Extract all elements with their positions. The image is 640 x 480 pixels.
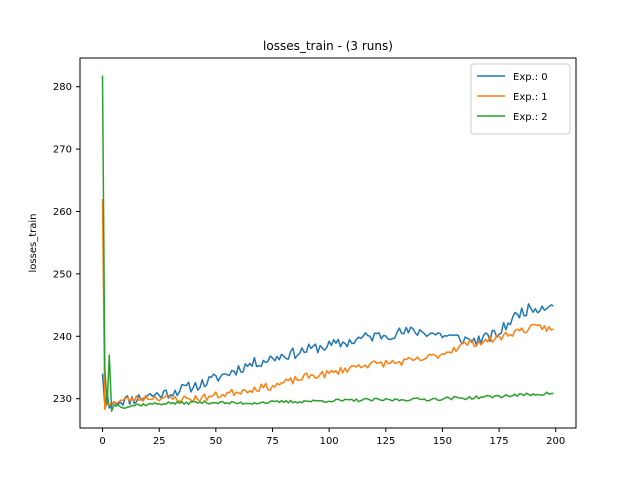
x-tick-label: 25 bbox=[153, 436, 166, 447]
series-line-exp-1 bbox=[101, 198, 554, 411]
y-axis-ticks: 230 240 250 260 270 280 bbox=[53, 82, 80, 405]
legend-label: Exp.: 1 bbox=[513, 92, 548, 103]
series-line-exp-2 bbox=[101, 75, 554, 412]
x-tick-label: 175 bbox=[490, 436, 509, 447]
x-tick-label: 50 bbox=[209, 436, 222, 447]
legend: Exp.: 0 Exp.: 1 Exp.: 2 bbox=[470, 63, 571, 135]
x-tick-label: 125 bbox=[376, 436, 395, 447]
chart-title: losses_train - (3 runs) bbox=[263, 39, 393, 53]
y-tick-label: 270 bbox=[53, 145, 72, 156]
x-tick-label: 100 bbox=[320, 436, 339, 447]
series-line-exp-0 bbox=[101, 303, 554, 409]
y-tick-label: 260 bbox=[53, 207, 72, 218]
y-tick-label: 280 bbox=[53, 82, 72, 93]
x-tick-label: 200 bbox=[546, 436, 565, 447]
y-axis-label: losses_train bbox=[28, 214, 39, 273]
x-tick-label: 150 bbox=[433, 436, 452, 447]
plot-frame bbox=[79, 57, 577, 429]
x-axis-ticks: 0 25 50 75 100 125 150 175 200 bbox=[99, 428, 565, 447]
x-tick-label: 75 bbox=[266, 436, 279, 447]
y-tick-label: 230 bbox=[53, 394, 72, 405]
y-tick-label: 250 bbox=[53, 269, 72, 280]
series-layer bbox=[101, 75, 554, 412]
legend-label: Exp.: 0 bbox=[513, 72, 548, 83]
y-tick-label: 240 bbox=[53, 332, 72, 343]
legend-label: Exp.: 2 bbox=[513, 112, 548, 123]
x-tick-label: 0 bbox=[99, 436, 105, 447]
